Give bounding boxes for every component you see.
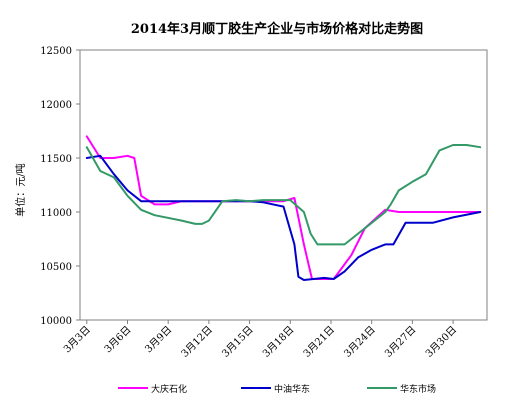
legend-label-2: 中油华东	[274, 383, 310, 395]
x-tick-label: 3月24日	[342, 324, 378, 360]
y-tick-label: 10500	[40, 262, 72, 273]
x-tick-label: 3月12日	[179, 324, 215, 360]
y-tick-label: 11500	[40, 154, 72, 165]
y-tick-label: 12500	[40, 46, 72, 57]
x-tick-label: 3月3日	[61, 324, 93, 356]
series-line-1	[85, 135, 482, 280]
y-tick-label: 11000	[40, 208, 72, 219]
x-tick-label: 3月9日	[143, 324, 175, 356]
series-line-3	[85, 144, 482, 246]
y-axis-label: 单位：元/吨	[14, 163, 27, 216]
plot-area: 10000 10500 11000 11500 12000 12500 3月3日 3月6日 3月…	[40, 46, 488, 360]
legend: 大庆石化 中油华东 华东市场	[118, 383, 436, 395]
x-tick-label: 3月21日	[301, 324, 337, 360]
x-tick-label: 3月15日	[220, 324, 256, 360]
x-tick-label: 3月18日	[260, 324, 296, 360]
x-tick-label: 3月27日	[382, 324, 418, 360]
legend-label-3: 华东市场	[400, 383, 436, 395]
y-tick-label: 12000	[40, 100, 72, 111]
legend-label-1: 大庆石化	[151, 383, 187, 395]
series-line-2	[85, 154, 482, 281]
x-tick-label: 3月30日	[423, 324, 459, 360]
chart-title: 2014年3月顺丁胶生产企业与市场价格对比走势图	[131, 21, 423, 37]
y-tick-label: 10000	[40, 316, 72, 327]
plot-frame	[79, 49, 488, 321]
x-tick-label: 3月6日	[102, 324, 134, 356]
